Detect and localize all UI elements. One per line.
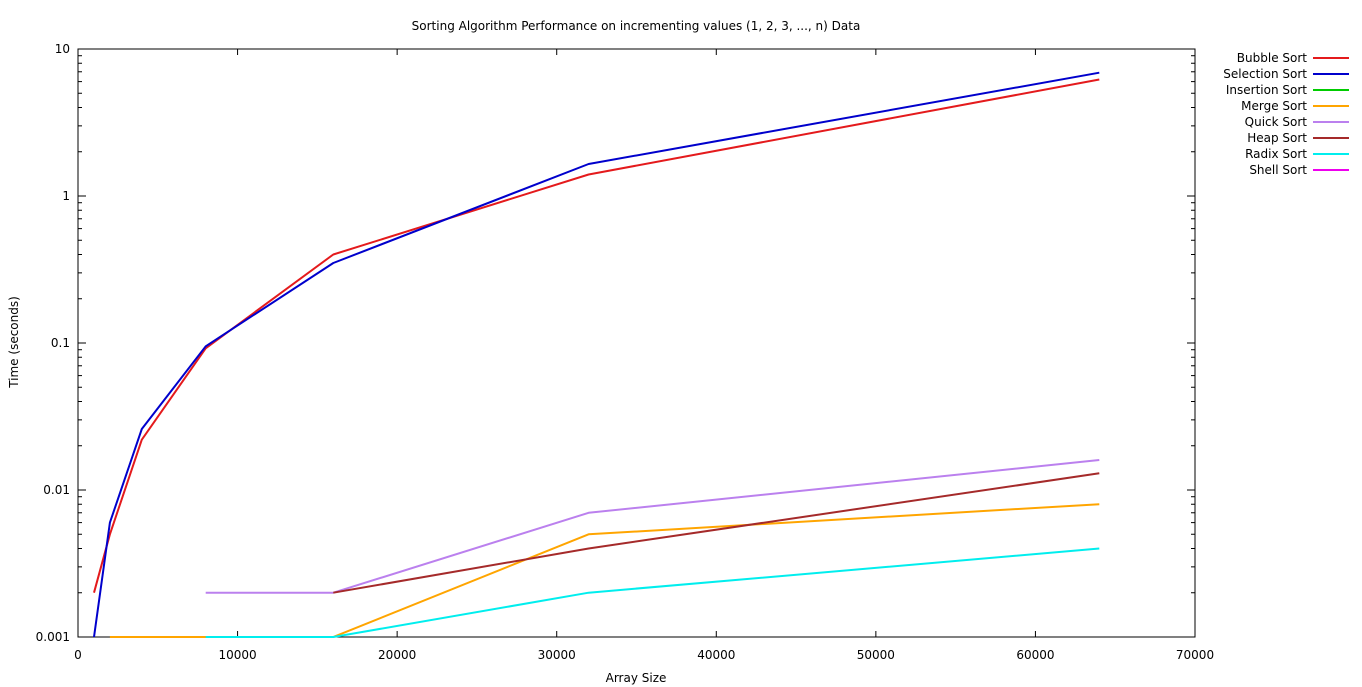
chart-title: Sorting Algorithm Performance on increme… [412, 19, 861, 33]
y-axis-label: Time (seconds) [7, 296, 21, 389]
x-tick-label: 20000 [378, 648, 416, 662]
series-line-merge-sort [109, 503, 1100, 638]
y-tick-label: 0.001 [36, 630, 70, 644]
x-tick-label: 70000 [1176, 648, 1214, 662]
x-axis-label: Array Size [606, 671, 667, 685]
x-tick-label: 10000 [218, 648, 256, 662]
series-line-selection-sort [93, 71, 1100, 638]
x-tick-label: 50000 [857, 648, 895, 662]
y-tick-label: 1 [62, 189, 70, 203]
series-line-heap-sort [333, 472, 1100, 594]
series-lines [93, 71, 1100, 638]
legend-label-selection-sort: Selection Sort [1223, 67, 1307, 81]
legend: Bubble Sort Selection Sort Insertion Sort M… [1223, 51, 1349, 177]
legend-label-merge-sort: Merge Sort [1241, 99, 1307, 113]
legend-label-quick-sort: Quick Sort [1245, 115, 1308, 129]
legend-label-shell-sort: Shell Sort [1249, 163, 1307, 177]
series-line-bubble-sort [93, 78, 1100, 593]
legend-label-heap-sort: Heap Sort [1247, 131, 1307, 145]
x-tick-label: 30000 [538, 648, 576, 662]
x-tick-label: 60000 [1016, 648, 1054, 662]
x-tick-label: 0 [74, 648, 82, 662]
legend-label-insertion-sort: Insertion Sort [1226, 83, 1307, 97]
y-tick-label: 0.1 [51, 336, 70, 350]
legend-label-radix-sort: Radix Sort [1245, 147, 1307, 161]
y-tick-label: 0.01 [43, 483, 70, 497]
series-line-quick-sort [205, 459, 1100, 594]
y-tick-label: 10 [55, 42, 70, 56]
plot-area-frame [77, 48, 1196, 638]
x-tick-label: 40000 [697, 648, 735, 662]
y-axis: 0.001 0.01 0.1 1 10 [36, 42, 1195, 644]
legend-label-bubble-sort: Bubble Sort [1237, 51, 1307, 65]
series-line-radix-sort [205, 547, 1100, 638]
x-axis: 0 10000 20000 30000 40000 50000 60000 70000 [74, 49, 1214, 662]
